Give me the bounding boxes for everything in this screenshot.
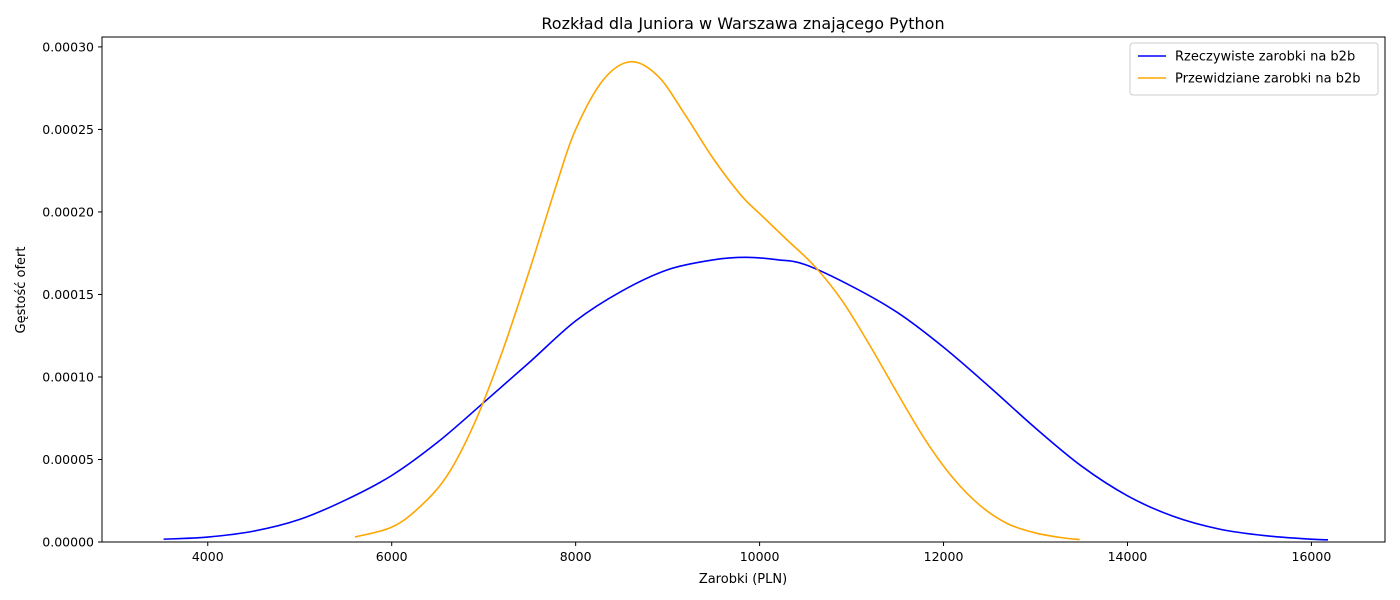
- legend-label: Rzeczywiste zarobki na b2b: [1175, 50, 1355, 65]
- y-tick-label: 0.00015: [42, 287, 94, 302]
- series-line-0: [163, 256, 1329, 541]
- x-tick-label: 10000: [740, 549, 780, 564]
- y-tick-label: 0.00005: [42, 452, 94, 467]
- series-layer: [163, 60, 1329, 541]
- y-tick-label: 0.00000: [42, 535, 94, 550]
- legend: Rzeczywiste zarobki na b2b Przewidziane z…: [1129, 42, 1379, 96]
- chart-title: Rozkład dla Juniora w Warszawa znającego…: [541, 14, 944, 33]
- y-tick-label: 0.00010: [42, 369, 94, 384]
- y-axis-title: Gęstość ofert: [14, 247, 29, 334]
- x-tick-label: 16000: [1292, 549, 1332, 564]
- legend-label: Przewidziane zarobki na b2b: [1175, 72, 1361, 87]
- series-line-1: [354, 60, 1080, 541]
- x-tick-label: 6000: [376, 549, 408, 564]
- x-axis: 4000 6000 8000 10000 12000 14000 16000: [192, 542, 1331, 564]
- x-tick-label: 4000: [192, 549, 224, 564]
- x-tick-label: 12000: [924, 549, 964, 564]
- y-axis: 0.00000 0.00005 0.00010 0.00015 0.00020 0.000…: [42, 39, 102, 550]
- y-tick-label: 0.00020: [42, 204, 94, 219]
- y-tick-label: 0.00030: [42, 39, 94, 54]
- legend-box: [1129, 42, 1379, 96]
- x-tick-label: 14000: [1108, 549, 1148, 564]
- x-tick-label: 8000: [560, 549, 592, 564]
- plot-frame: [101, 36, 1386, 543]
- x-axis-title: Zarobki (PLN): [699, 572, 787, 587]
- y-tick-label: 0.00025: [42, 122, 94, 137]
